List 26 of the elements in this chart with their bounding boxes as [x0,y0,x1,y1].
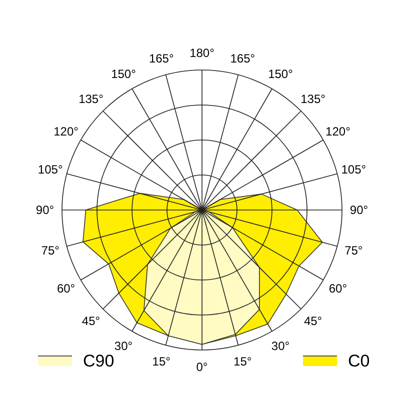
spoke-label: 15° [152,354,171,369]
spoke-label: 75° [344,244,363,258]
spoke-label: 30° [114,338,133,353]
spoke-label: 180° [190,46,215,60]
spoke-label: 90° [36,203,54,217]
spoke-label: 165° [230,51,256,66]
spoke-label: 105° [38,162,63,176]
legend-label: C0 [348,352,370,370]
spoke-label: 60° [328,282,348,296]
spoke-label: 135° [300,92,326,106]
spoke-label: 90° [350,203,368,217]
spoke-label: 120° [54,124,79,138]
spoke-label: 150° [111,67,136,82]
spoke-label: 165° [148,51,174,66]
spoke-label: 0° [196,360,208,374]
spoke-label: 15° [234,354,252,369]
spoke-label: 150° [268,67,294,82]
spoke-label: 105° [341,162,366,176]
spoke-label: 45° [82,314,100,328]
spoke-label: 45° [304,314,322,328]
spoke-label: 60° [56,282,76,296]
spoke-label: 120° [326,124,351,138]
spoke-label: 30° [271,338,290,353]
spoke-label: 75° [41,244,60,258]
legend-label: C90 [83,352,114,370]
spoke-label: 135° [78,92,104,106]
